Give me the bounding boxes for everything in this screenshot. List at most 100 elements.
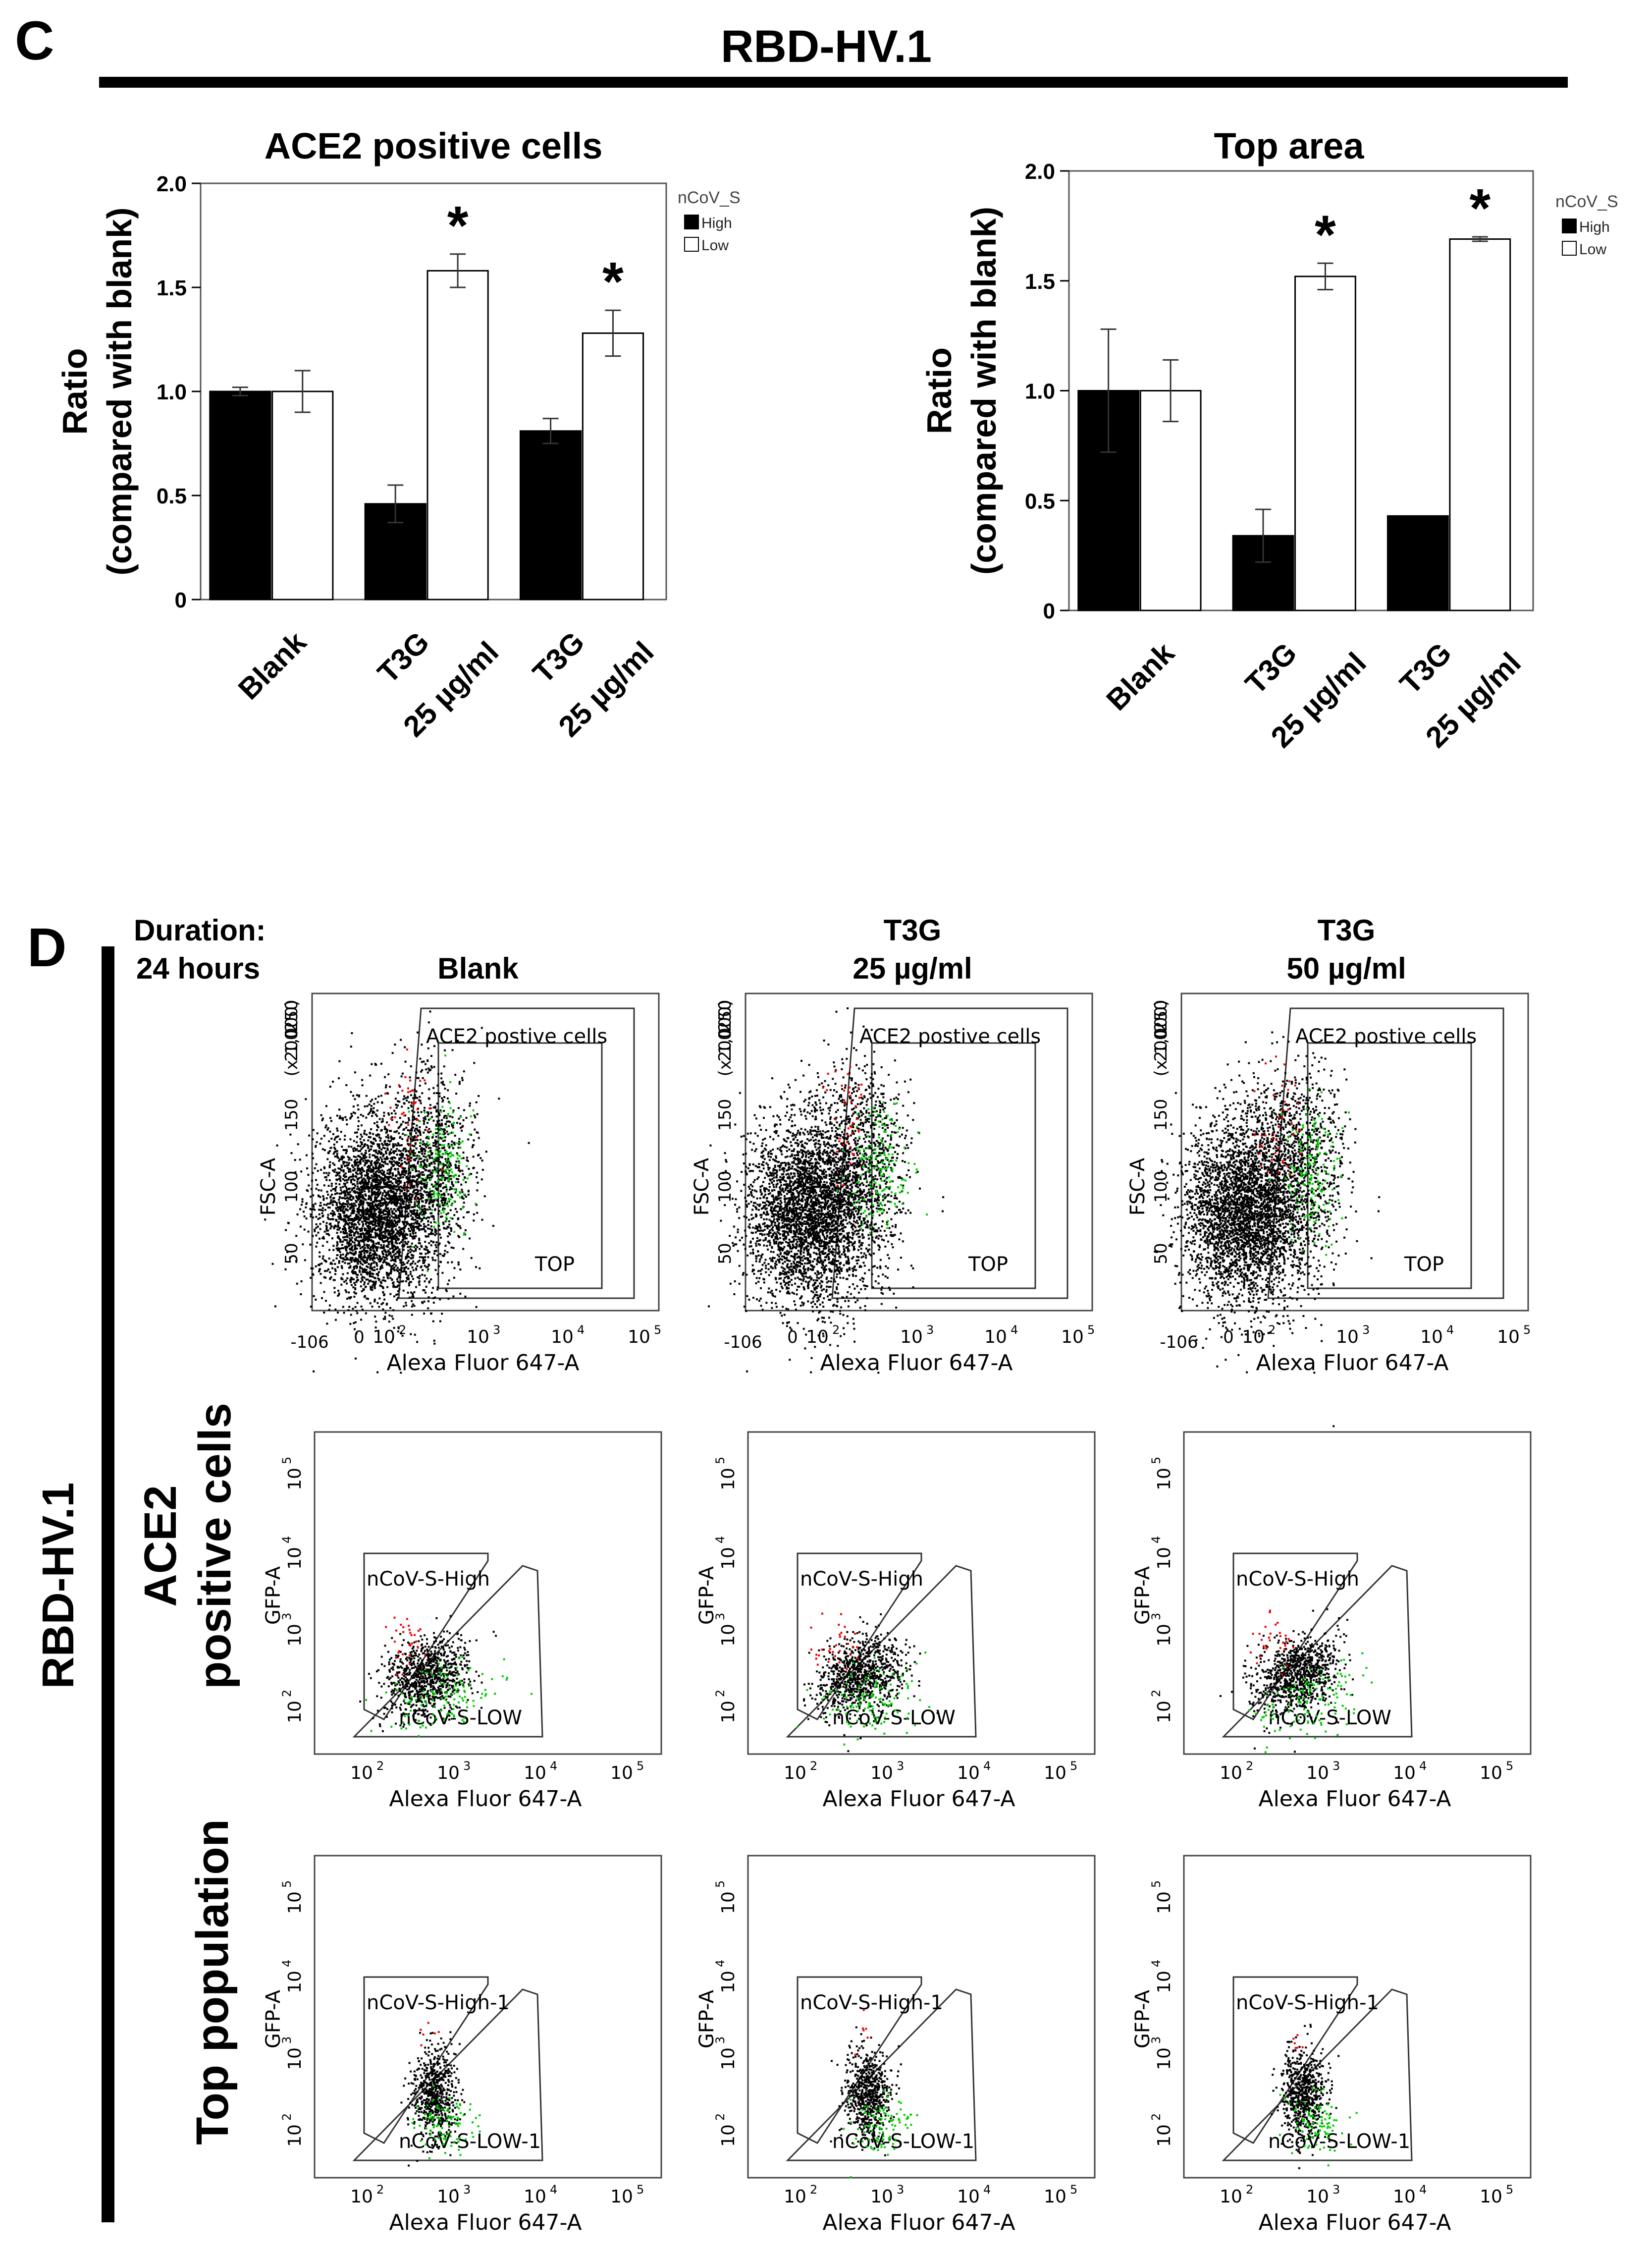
event-dots-green bbox=[1279, 2087, 1358, 2167]
x-tick-base: 10 bbox=[373, 1327, 395, 1347]
y-axis-label: GFP-A bbox=[695, 1989, 718, 2048]
fsc-plot-frame bbox=[745, 992, 1093, 1312]
y-axis-label-line1: Ratio bbox=[920, 347, 959, 434]
x-tick-base: 10 bbox=[1336, 1327, 1359, 1347]
gate-high bbox=[797, 1552, 922, 1720]
gfp-plot-frame bbox=[747, 1855, 1096, 2179]
y-tick-exp: 4 bbox=[1149, 1536, 1163, 1543]
y-tick-base: 10 bbox=[285, 1547, 305, 1570]
x-tick-base: 10 bbox=[1393, 1763, 1416, 1783]
y-tick-label: 1.5 bbox=[1025, 270, 1055, 294]
gfp-plot-frame bbox=[747, 1431, 1096, 1755]
x-neg-tick: -106 bbox=[1160, 1332, 1198, 1352]
x-tick-exp: 3 bbox=[926, 1323, 934, 1337]
y-tick-exp: 3 bbox=[713, 1613, 727, 1620]
x-zero-tick: 0 bbox=[354, 1327, 365, 1347]
x-tick-exp: 5 bbox=[1087, 1323, 1095, 1337]
y-tick-exp: 2 bbox=[713, 2113, 727, 2121]
y-axis-label: FSC-A bbox=[1126, 1157, 1149, 1215]
x-tick-base: 10 bbox=[1306, 2187, 1329, 2207]
x-tick-base: 10 bbox=[1044, 2187, 1066, 2207]
x-tick-exp: 5 bbox=[1070, 2183, 1077, 2197]
y-axis-label: GFP-A bbox=[1131, 1989, 1154, 2048]
fsc-plot-frame bbox=[311, 992, 660, 1312]
y-scale-note: (x 1,000) bbox=[282, 1000, 302, 1077]
y-tick-exp: 5 bbox=[280, 1880, 294, 1888]
x-tick-base: 10 bbox=[1393, 2187, 1416, 2207]
y-tick-label: 1.5 bbox=[157, 276, 187, 300]
gate-ace2 bbox=[1267, 1007, 1504, 1299]
x-tick-exp: 2 bbox=[1246, 2183, 1253, 2197]
x-tick-base: 10 bbox=[806, 1327, 829, 1347]
y-tick-base: 10 bbox=[718, 2124, 739, 2147]
y-tick-label: 2.0 bbox=[157, 172, 187, 196]
y-tick-label: 1.0 bbox=[157, 380, 187, 404]
x-tick-exp: 3 bbox=[493, 1323, 500, 1337]
y-tick-base: 10 bbox=[285, 1971, 305, 1993]
y-tick-base: 10 bbox=[285, 1701, 305, 1723]
gate-high bbox=[797, 1976, 922, 2144]
y-axis-label: GFP-A bbox=[695, 1566, 718, 1625]
gate-low bbox=[352, 1565, 543, 1738]
event-dots-red bbox=[854, 2009, 869, 2056]
event-dots-black bbox=[1154, 1060, 1355, 1374]
panel-d-side-label: RBD-HV.1 bbox=[34, 1483, 83, 1689]
event-dots-red bbox=[385, 1616, 426, 1676]
y-tick-label: 250 bbox=[282, 1000, 302, 1032]
x-tick-exp: 4 bbox=[983, 1759, 991, 1773]
y-axis-label: GFP-A bbox=[1131, 1566, 1154, 1625]
y-tick-exp: 3 bbox=[713, 2036, 727, 2044]
gate-high bbox=[1232, 1552, 1358, 1720]
y-tick-base: 10 bbox=[285, 1624, 305, 1647]
legend-title: nCoV_S bbox=[678, 188, 741, 207]
gate-low bbox=[1222, 1565, 1413, 1738]
x-tick-base: 10 bbox=[900, 1327, 923, 1347]
x-tick-base: 10 bbox=[784, 1763, 806, 1783]
event-dots-black bbox=[803, 1613, 939, 1753]
y-tick-label: 100 bbox=[1151, 1171, 1171, 1203]
x-tick-exp: 4 bbox=[1419, 2183, 1427, 2197]
y-tick-base: 10 bbox=[718, 1701, 739, 1723]
y-axis-label: FSC-A bbox=[691, 1157, 713, 1215]
gfp-plot-frame bbox=[1183, 1431, 1532, 1755]
bar-low bbox=[1139, 390, 1202, 611]
x-axis-label: Alexa Fluor 647-A bbox=[1258, 2210, 1451, 2235]
y-tick-exp: 4 bbox=[280, 1536, 294, 1543]
x-tick-base: 10 bbox=[957, 2187, 980, 2207]
y-tick-label: 0.5 bbox=[157, 484, 187, 508]
y-tick-exp: 4 bbox=[713, 1960, 727, 1967]
gate-ace2 bbox=[398, 1007, 635, 1299]
event-dots-black bbox=[1220, 1608, 1354, 1753]
x-tick-exp: 5 bbox=[637, 2183, 644, 2197]
bar-high bbox=[209, 390, 271, 601]
column-header-line1: T3G bbox=[1318, 914, 1376, 947]
y-tick-exp: 3 bbox=[1149, 1613, 1163, 1620]
legend-swatch-low bbox=[1562, 241, 1577, 256]
x-tick-base: 10 bbox=[467, 1327, 489, 1347]
y-tick-base: 10 bbox=[1154, 2124, 1174, 2147]
chart-title: Top area bbox=[1214, 125, 1365, 166]
y-tick-label: 0 bbox=[175, 588, 187, 612]
significance-mark: * bbox=[1315, 204, 1336, 265]
x-axis-label: Alexa Fluor 647-A bbox=[1258, 1786, 1451, 1812]
event-dots-red bbox=[1292, 2034, 1304, 2049]
significance-mark: * bbox=[602, 251, 624, 312]
x-tick-base: 10 bbox=[957, 1763, 980, 1783]
x-tick-exp: 2 bbox=[1268, 1323, 1276, 1337]
y-tick-base: 10 bbox=[285, 2047, 305, 2070]
x-tick-exp: 4 bbox=[550, 2183, 557, 2197]
bar-low bbox=[1449, 238, 1511, 611]
legend-swatch-high bbox=[1562, 219, 1577, 233]
column-header-line2: 25 µg/ml bbox=[853, 952, 972, 985]
legend-label-low: Low bbox=[701, 237, 729, 254]
x-tick-exp: 4 bbox=[1446, 1323, 1454, 1337]
x-tick-base: 10 bbox=[1497, 1327, 1520, 1347]
x-tick-exp: 2 bbox=[376, 2183, 384, 2197]
x-axis-label: Alexa Fluor 647-A bbox=[1256, 1350, 1448, 1376]
y-tick-base: 10 bbox=[1154, 1701, 1174, 1723]
x-tick-exp: 5 bbox=[637, 1759, 644, 1773]
y-scale-note: (x 1,000) bbox=[1151, 1000, 1171, 1077]
